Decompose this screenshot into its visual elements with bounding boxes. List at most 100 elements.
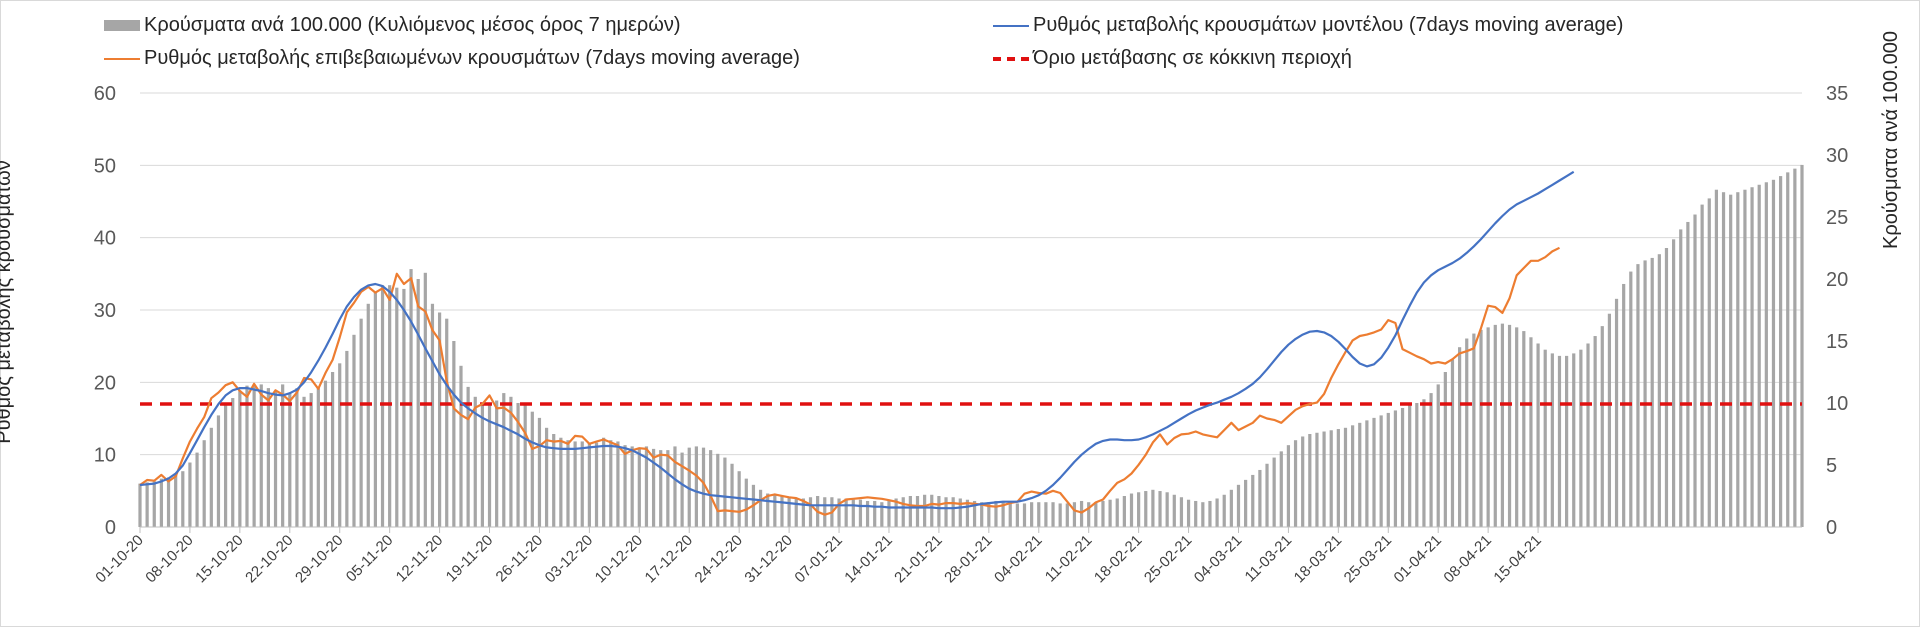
bar	[659, 450, 663, 527]
bar	[1593, 336, 1597, 527]
bar	[758, 489, 763, 527]
bar	[209, 427, 213, 527]
bar	[1778, 176, 1783, 527]
bar	[259, 384, 263, 527]
bar	[480, 403, 484, 527]
bar	[1408, 405, 1412, 527]
bar	[1515, 327, 1519, 527]
bar	[1557, 355, 1562, 527]
bar	[894, 498, 898, 527]
bar	[801, 498, 805, 527]
bar	[487, 405, 492, 527]
bar	[1786, 172, 1790, 528]
legend-item-confirmed: Ρυθμός μεταβολής επιβεβαιωμένων κρουσμάτ…	[104, 47, 800, 70]
bar	[1750, 187, 1754, 528]
x-tick-label: 25-03-21	[1341, 532, 1395, 586]
bar	[1022, 503, 1027, 527]
bar	[1072, 502, 1077, 527]
x-tick-label: 11-03-21	[1242, 532, 1296, 586]
bar	[445, 318, 449, 527]
bar	[787, 497, 791, 527]
bar	[901, 497, 905, 527]
bar	[466, 386, 470, 527]
x-tick-label: 11-02-21	[1042, 532, 1096, 586]
bar	[223, 405, 228, 527]
y-left-tick-label: 10	[94, 445, 116, 467]
bar	[345, 350, 349, 527]
bar	[837, 498, 841, 527]
y-left-tick-label: 30	[94, 300, 116, 322]
bar	[1550, 353, 1554, 527]
bar	[1400, 407, 1405, 527]
bar	[402, 288, 406, 527]
y-right-tick-label: 15	[1826, 331, 1848, 353]
bar	[1293, 440, 1298, 527]
bar	[630, 446, 634, 527]
bar	[330, 372, 335, 527]
y-right-tick-label: 25	[1826, 207, 1848, 229]
bar	[1764, 182, 1768, 527]
bar	[273, 390, 278, 527]
bar	[1393, 410, 1398, 527]
bar	[395, 287, 399, 527]
bar	[1507, 324, 1512, 527]
bar	[1636, 264, 1640, 527]
y-left-tick-label: 40	[94, 228, 116, 250]
bar	[1771, 179, 1776, 528]
x-tick-label: 21-01-21	[891, 532, 945, 586]
bar	[288, 393, 292, 527]
bar	[552, 434, 556, 527]
bar	[716, 453, 720, 527]
bar	[1629, 271, 1633, 527]
bar	[359, 318, 363, 527]
bar	[1122, 496, 1126, 527]
bar	[1087, 502, 1091, 527]
legend: Κρούσματα ανά 100.000 (Κυλιόμενος μέσος …	[0, 0, 1920, 80]
bar	[1443, 372, 1447, 527]
bar	[1579, 349, 1583, 527]
bar	[1565, 355, 1569, 527]
bar	[844, 498, 848, 527]
bar	[495, 400, 499, 527]
bar	[1729, 194, 1733, 527]
bar	[216, 415, 221, 527]
bar	[166, 477, 171, 527]
bar	[1286, 445, 1291, 527]
bar	[252, 384, 256, 527]
bar	[1079, 500, 1084, 527]
bar	[1650, 257, 1654, 527]
bar	[908, 496, 912, 527]
bar	[1244, 479, 1248, 527]
bar	[366, 303, 370, 527]
bar	[915, 496, 920, 527]
bar	[1472, 333, 1476, 527]
y-right-tick-label: 35	[1826, 83, 1848, 105]
bar	[694, 446, 698, 527]
bar	[944, 497, 948, 527]
bar	[1186, 499, 1191, 527]
bar	[352, 334, 356, 527]
bar	[1308, 434, 1312, 527]
y-right-tick-label: 10	[1826, 393, 1848, 415]
bar	[880, 502, 884, 527]
legend-item-threshold: Όριο μετάβασης σε κόκκινη περιοχή	[993, 47, 1352, 70]
legend-swatch-confirmed	[104, 57, 140, 60]
bar	[958, 498, 962, 527]
bar	[566, 440, 570, 527]
bar	[594, 442, 599, 527]
bar	[302, 396, 306, 527]
bar	[181, 471, 185, 527]
bar	[602, 437, 606, 527]
bar	[1215, 498, 1219, 527]
bar	[1158, 491, 1162, 527]
bar	[1679, 229, 1683, 527]
bar	[1793, 168, 1797, 527]
x-tick-label: 04-03-21	[1191, 532, 1245, 586]
legend-label-confirmed: Ρυθμός μεταβολής επιβεβαιωμένων κρουσμάτ…	[144, 47, 800, 69]
bar	[1707, 198, 1711, 527]
x-tick-label: 24-12-20	[692, 532, 746, 586]
bar	[744, 478, 748, 527]
bar	[1693, 214, 1697, 527]
bar	[195, 452, 199, 527]
